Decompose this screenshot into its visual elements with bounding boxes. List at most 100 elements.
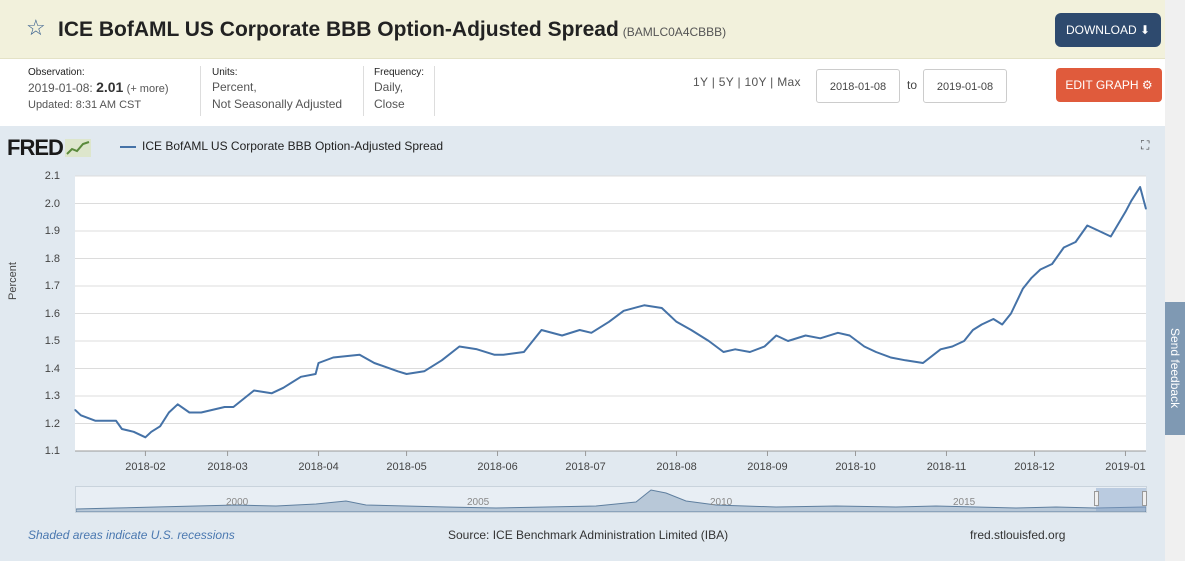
data-point — [423, 370, 425, 372]
series-header: ☆ ICE BofAML US Corporate BBB Option-Adj… — [0, 0, 1165, 59]
start-date-input[interactable]: 2018-01-08 — [816, 69, 900, 103]
data-point — [623, 310, 625, 312]
data-point — [540, 329, 543, 331]
units-label: Units: — [212, 67, 238, 78]
data-point — [115, 420, 117, 422]
data-point — [722, 351, 725, 353]
observation-block: Observation: 2019-01-08: 2.01 (+ more) U… — [28, 60, 169, 122]
data-point — [441, 359, 443, 361]
series-id: (BAMLC0A4CBBB) — [622, 25, 727, 39]
observation-label: Observation: — [28, 67, 85, 78]
frequency-label: Frequency: — [374, 67, 425, 78]
navigator-window[interactable] — [1096, 488, 1146, 511]
data-point — [270, 392, 273, 394]
y-tick-label: 1.2 — [44, 417, 60, 430]
y-tick-label: 2.1 — [44, 170, 60, 182]
page-title: ICE BofAML US Corporate BBB Option-Adjus… — [58, 17, 726, 45]
data-point — [608, 321, 610, 323]
page-scrollbar[interactable] — [1165, 0, 1185, 561]
data-point — [708, 340, 710, 342]
data-point — [232, 406, 235, 408]
recession-note-link[interactable]: Shaded areas indicate U.S. recessions — [28, 528, 235, 542]
data-point — [458, 345, 460, 348]
navigator-left-handle[interactable] — [1094, 491, 1099, 506]
to-label: to — [907, 78, 918, 92]
data-point — [315, 373, 317, 375]
range-navigator[interactable] — [75, 486, 1147, 513]
navigator-year: 2015 — [953, 497, 976, 508]
data-point — [373, 362, 375, 364]
divider — [434, 66, 435, 116]
y-tick-label: 1.1 — [44, 445, 60, 457]
observation-value: 2.01 — [96, 79, 124, 95]
data-point — [922, 362, 924, 364]
divider — [363, 66, 364, 116]
chart-legend: ICE BofAML US Corporate BBB Option-Adjus… — [120, 138, 443, 154]
data-point — [787, 340, 789, 342]
y-tick-label: 1.8 — [44, 252, 60, 265]
navigator-right-handle[interactable] — [1142, 491, 1147, 506]
send-feedback-tab[interactable]: Send feedback — [1165, 302, 1185, 435]
data-point — [1022, 288, 1024, 290]
data-point — [359, 354, 361, 356]
range-selector[interactable]: 1Y | 5Y | 10Y | Max — [693, 75, 801, 89]
data-point — [282, 387, 284, 389]
data-point — [675, 321, 678, 323]
data-point — [561, 334, 563, 337]
y-tick-label: 1.4 — [44, 362, 60, 375]
fred-logo-chart-icon — [64, 139, 91, 157]
edit-graph-button[interactable]: EDIT GRAPH ⚙ — [1056, 68, 1162, 102]
data-point — [963, 340, 965, 342]
legend-line-swatch — [120, 145, 136, 148]
navigator-year: 2000 — [226, 497, 249, 508]
x-tick-label: 2018-11 — [926, 461, 967, 473]
end-date-input[interactable]: 2019-01-08 — [923, 69, 1007, 103]
site-link[interactable]: fred.stlouisfed.org — [970, 528, 1066, 542]
data-point — [224, 406, 226, 408]
frequency-block: Frequency: Daily, Close — [374, 60, 424, 122]
data-point — [1051, 263, 1053, 265]
navigator-sparkline — [76, 489, 1146, 512]
data-point — [643, 304, 645, 306]
updated-time: Updated: 8:31 AM CST — [28, 99, 142, 111]
data-point — [890, 356, 892, 359]
download-button[interactable]: DOWNLOAD ⬇ — [1055, 13, 1161, 47]
data-point — [1030, 277, 1033, 279]
data-point — [849, 334, 851, 337]
y-tick-label: 1.5 — [44, 335, 60, 347]
data-point — [144, 436, 147, 438]
star-icon[interactable]: ☆ — [26, 15, 46, 40]
y-tick-label: 1.9 — [44, 225, 60, 237]
data-point — [121, 428, 123, 430]
fred-logo: FRED — [7, 135, 91, 161]
data-point — [863, 345, 865, 348]
data-point — [749, 351, 751, 353]
data-point — [590, 332, 593, 334]
data-point — [405, 373, 408, 375]
x-tick-label: 2019-01 — [1105, 461, 1146, 473]
navigator-year: 2005 — [467, 497, 490, 508]
series-line — [74, 186, 1147, 439]
data-point — [1001, 323, 1003, 326]
observation-more-link[interactable]: (+ more) — [126, 83, 169, 95]
observation-line: 2019-01-08: 2.01 (+ more) — [28, 79, 169, 98]
data-point — [1145, 208, 1147, 210]
data-point — [1063, 246, 1065, 249]
data-point — [168, 411, 170, 414]
data-point — [253, 389, 255, 392]
data-point — [904, 359, 906, 361]
x-tick-label: 2018-04 — [298, 461, 339, 473]
observation-date: 2019-01-08: — [28, 81, 93, 95]
navigator-year: 2010 — [710, 497, 733, 508]
x-tick-label: 2018-05 — [386, 461, 427, 473]
data-point — [1098, 230, 1100, 232]
fullscreen-icon[interactable]: ⛶ — [1141, 138, 1150, 152]
data-point — [763, 345, 766, 348]
data-point — [1039, 268, 1041, 271]
data-point — [661, 307, 663, 309]
data-point — [972, 329, 974, 331]
data-point — [74, 409, 76, 411]
data-point — [940, 348, 942, 350]
data-point — [1110, 235, 1112, 238]
